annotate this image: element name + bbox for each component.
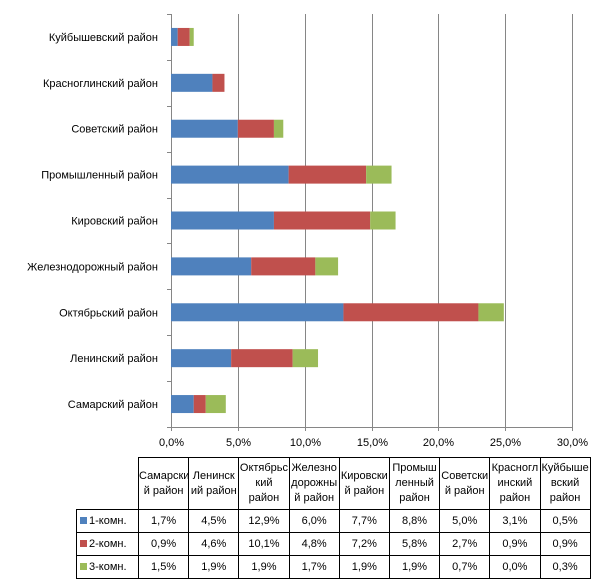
x-tick-label: 0,0% [159, 437, 184, 449]
bar-segment-series-1 [171, 211, 274, 230]
bar-segment-series-2 [343, 303, 479, 322]
data-table-cell: 1,9% [238, 555, 290, 579]
bar-segment-series-2 [193, 395, 206, 414]
data-table-corner [76, 457, 139, 510]
legend-color-key [80, 539, 87, 547]
bar-segment-series-1 [171, 27, 178, 46]
category-label: Самарский район [68, 399, 158, 411]
bar-segment-series-1 [171, 349, 232, 368]
legend-entry: 3-комн. [76, 555, 139, 579]
category-label: Ленинский район [70, 353, 158, 365]
data-table-cell: 12,9% [238, 509, 290, 533]
data-table-cell: 4,8% [288, 532, 340, 556]
legend-entry: 2-комн. [76, 532, 139, 556]
data-table-cell: 0,3% [539, 555, 591, 579]
data-table-column-header: Октябрьс кий район [238, 457, 290, 510]
category-label: Промышленный район [41, 170, 158, 182]
data-table-row-1-komn: 1-комн. 1,7% 4,5% 12,9% 6,0% 7,7% 8,8% 5,0% 3,1%… [76, 509, 591, 533]
bar-segment-series-1 [171, 303, 344, 322]
bar-segment-series-2 [273, 211, 371, 230]
data-table-cell: 7,7% [338, 509, 390, 533]
bar-segment-series-3 [292, 349, 319, 368]
data-table-column-header: Советски й район [439, 457, 491, 510]
data-table-cell: 4,6% [188, 532, 240, 556]
data-table-column-header: Железно дорожны й район [288, 457, 340, 510]
data-table-cell: 5,0% [439, 509, 491, 533]
bar-segment-series-1 [171, 257, 252, 276]
legend-label: 3-комн. [89, 560, 127, 573]
data-table-cell: 2,7% [439, 532, 491, 556]
data-table: Самарски й район Ленинск ий район Октябрьс… [76, 457, 591, 579]
category-label: Кировский район [71, 216, 158, 228]
bar-segment-series-3 [189, 27, 194, 46]
data-table-column-header: Куйбыше вский район [539, 457, 591, 510]
legend-entry: 1-комн. [76, 509, 139, 533]
category-label: Октябрьский район [59, 307, 158, 319]
data-table-column-header: Промыш ленный район [388, 457, 441, 510]
data-table-column-header: Красногл инский район [489, 457, 541, 510]
bar-segment-series-1 [171, 119, 238, 138]
data-table-cell: 0,0% [489, 555, 541, 579]
data-table-row-2-komn: 2-комн. 0,9% 4,6% 10,1% 4,8% 7,2% 5,8% 2,7% 0,9%… [76, 532, 591, 556]
bar-segment-series-3 [478, 303, 504, 322]
bar-segment-series-3 [370, 211, 396, 230]
bar-segment-series-1 [171, 395, 194, 414]
x-tick-label: 15,0% [357, 437, 388, 449]
data-table-cell: 1,7% [137, 509, 190, 533]
data-table-column-header: Кировски й район [338, 457, 390, 510]
x-tick-label: 30,0% [557, 437, 588, 449]
legend-label: 1-комн. [89, 514, 127, 527]
x-tick-label: 10,0% [290, 437, 321, 449]
bar-segment-series-3 [315, 257, 339, 276]
data-table-cell: 3,1% [489, 509, 541, 533]
bar-segment-series-3 [366, 165, 392, 184]
data-table-header-row: Самарски й район Ленинск ий район Октябрьс… [76, 457, 591, 510]
data-table-row-3-komn: 3-комн. 1,5% 1,9% 1,9% 1,7% 1,9% 1,9% 0,7% 0,0% 0… [76, 555, 591, 579]
x-tick-label: 5,0% [226, 437, 251, 449]
legend-label: 2-комн. [89, 537, 127, 550]
bar-segment-series-2 [288, 165, 367, 184]
data-table-cell: 1,9% [188, 555, 240, 579]
data-table-cell: 0,9% [489, 532, 541, 556]
bar-segment-series-3 [273, 119, 284, 138]
bar-segment-series-1 [171, 73, 213, 92]
bar-segment-series-2 [177, 27, 190, 46]
data-table-cell: 0,5% [539, 509, 591, 533]
bar-segment-series-2 [251, 257, 316, 276]
data-table-cell: 8,8% [388, 509, 441, 533]
data-table-cell: 0,9% [137, 532, 190, 556]
category-label: Советский район [71, 124, 158, 136]
data-table-cell: 0,9% [539, 532, 591, 556]
data-table-column-header: Ленинск ий район [188, 457, 240, 510]
x-tick-label: 25,0% [490, 437, 521, 449]
x-tick-label: 20,0% [423, 437, 454, 449]
category-label: Куйбышевский район [49, 32, 158, 44]
data-table-column-header: Самарски й район [137, 457, 190, 510]
data-table-cell: 0,7% [439, 555, 491, 579]
bar-segment-series-3 [205, 395, 226, 414]
data-table-cell: 7,2% [338, 532, 390, 556]
data-table-cell: 10,1% [238, 532, 290, 556]
category-label: Красноглинский район [43, 78, 158, 90]
data-table-cell: 1,9% [388, 555, 441, 579]
bar-segment-series-2 [231, 349, 293, 368]
bar-segment-series-2 [212, 73, 225, 92]
bar-segment-series-1 [171, 165, 289, 184]
data-table-cell: 6,0% [288, 509, 340, 533]
category-label: Железнодорожный район [27, 261, 158, 273]
data-table-cell: 1,7% [288, 555, 340, 579]
data-table-cell: 1,9% [338, 555, 390, 579]
bar-segment-series-2 [237, 119, 274, 138]
legend-color-key [80, 562, 87, 570]
legend-color-key [80, 516, 87, 524]
data-table-cell: 5,8% [388, 532, 441, 556]
data-table-cell: 1,5% [137, 555, 190, 579]
data-table-cell: 4,5% [188, 509, 240, 533]
